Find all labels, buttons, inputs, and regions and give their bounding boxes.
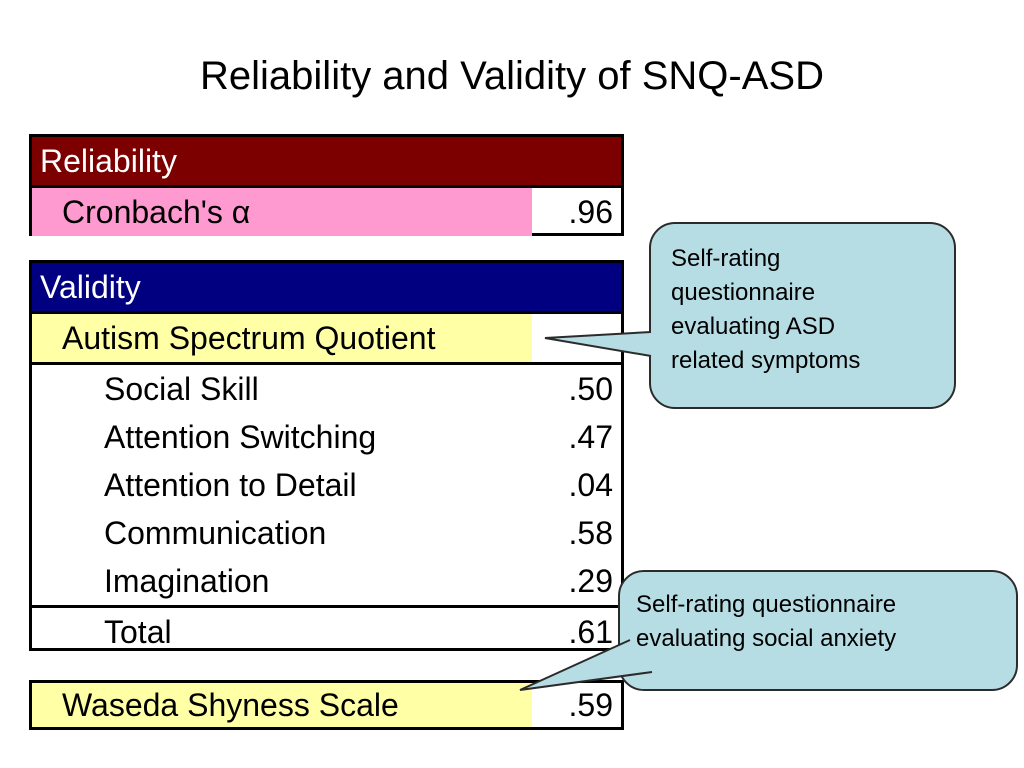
total-label: Total bbox=[104, 613, 172, 650]
wss-row: Waseda Shyness Scale .59 bbox=[32, 683, 621, 727]
cronbach-value: .96 bbox=[568, 193, 613, 230]
wss-label-fill bbox=[32, 683, 532, 727]
cronbach-label: Cronbach's α bbox=[62, 193, 251, 230]
cronbach-label-fill bbox=[32, 188, 532, 236]
subscale-row: Imagination .29 bbox=[32, 557, 621, 608]
subscale-value: .50 bbox=[568, 370, 613, 407]
validity-header-label: Validity bbox=[40, 268, 141, 305]
subscale-label: Social Skill bbox=[104, 370, 259, 407]
reliability-table: Reliability Cronbach's α .96 bbox=[29, 134, 624, 236]
aq-label-fill bbox=[32, 314, 532, 362]
subscale-label: Attention to Detail bbox=[104, 466, 357, 503]
total-value: .61 bbox=[568, 613, 613, 650]
wss-value: .59 bbox=[568, 686, 613, 723]
aq-label: Autism Spectrum Quotient bbox=[62, 319, 436, 356]
validity-table: Validity Autism Spectrum Quotient Social… bbox=[29, 260, 624, 651]
aq-callout: Self-rating questionnaire evaluating ASD… bbox=[649, 222, 956, 409]
subscale-value: .58 bbox=[568, 514, 613, 551]
cronbach-row: Cronbach's α .96 bbox=[32, 188, 621, 236]
wss-label: Waseda Shyness Scale bbox=[62, 686, 399, 723]
subscale-row: Social Skill .50 bbox=[32, 365, 621, 413]
reliability-header: Reliability bbox=[32, 137, 621, 188]
reliability-header-label: Reliability bbox=[40, 142, 177, 179]
subscale-row: Attention Switching .47 bbox=[32, 413, 621, 461]
wss-callout-line: Self-rating questionnaire bbox=[636, 591, 897, 618]
subscale-value: .29 bbox=[568, 562, 613, 599]
slide-title: Reliability and Validity of SNQ-ASD bbox=[200, 54, 824, 98]
subscale-value: .47 bbox=[568, 418, 613, 455]
aq-row: Autism Spectrum Quotient bbox=[32, 314, 621, 365]
wss-callout: Self-rating questionnaire evaluating soc… bbox=[618, 570, 1018, 691]
wss-table: Waseda Shyness Scale .59 bbox=[29, 680, 624, 730]
subscale-value: .04 bbox=[568, 466, 613, 503]
aq-callout-line: questionnaire bbox=[671, 279, 816, 306]
subscale-row: Communication .58 bbox=[32, 509, 621, 557]
subscale-label: Communication bbox=[104, 514, 327, 551]
aq-callout-line: Self-rating bbox=[671, 245, 781, 272]
total-row: Total .61 bbox=[32, 608, 621, 656]
aq-callout-line: evaluating ASD bbox=[671, 313, 836, 340]
subscale-label: Imagination bbox=[104, 562, 270, 599]
validity-header: Validity bbox=[32, 263, 621, 314]
aq-callout-line: related symptoms bbox=[671, 347, 861, 374]
subscale-row: Attention to Detail .04 bbox=[32, 461, 621, 509]
subscale-label: Attention Switching bbox=[104, 418, 377, 455]
wss-callout-line: evaluating social anxiety bbox=[636, 625, 897, 652]
